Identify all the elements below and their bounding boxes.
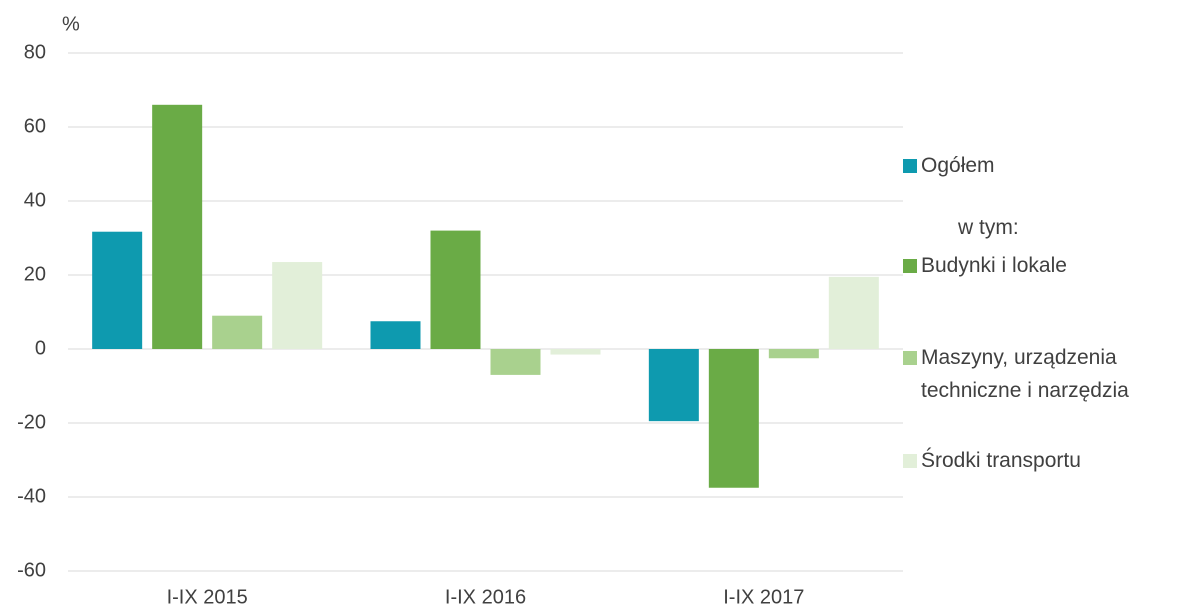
legend-item: Maszyny, urządzenia techniczne i narzędz… <box>903 341 1178 407</box>
y-tick-label: 80 <box>24 41 46 63</box>
legend-label: Budynki i lokale <box>921 254 1067 277</box>
legend-swatch <box>903 159 917 173</box>
bar <box>92 231 143 349</box>
legend-label: Maszyny, urządzenia techniczne i narzędz… <box>921 346 1129 402</box>
bar <box>828 276 879 349</box>
bar <box>648 349 699 422</box>
bar <box>768 349 819 359</box>
y-tick-label: -40 <box>17 485 46 507</box>
bar <box>272 262 323 349</box>
y-tick-label: -20 <box>17 411 46 433</box>
bar <box>370 321 421 349</box>
bar <box>212 315 263 349</box>
bar <box>490 349 541 375</box>
legend-swatch <box>903 259 917 273</box>
legend-label: Środki transportu <box>921 449 1081 472</box>
y-tick-label: 0 <box>35 337 46 359</box>
legend-item: Środki transportu <box>903 444 1178 477</box>
x-tick-label: I-IX 2016 <box>445 586 526 608</box>
y-tick-label: 40 <box>24 189 46 211</box>
y-tick-label: 20 <box>24 263 46 285</box>
x-tick-label: I-IX 2015 <box>167 586 248 608</box>
bar <box>708 349 759 488</box>
legend-swatch <box>903 454 917 468</box>
y-axis-label: % <box>62 13 80 35</box>
legend-item: Budynki i lokale <box>903 249 1178 282</box>
bar <box>550 349 601 355</box>
bar <box>152 104 203 349</box>
y-tick-label: -60 <box>17 559 46 581</box>
legend-swatch <box>903 351 917 365</box>
y-tick-label: 60 <box>24 115 46 137</box>
legend-item: Ogółem <box>903 149 1178 182</box>
legend-label: Ogółem <box>921 154 995 177</box>
legend-note: w tym: <box>958 216 1019 239</box>
bar <box>430 230 481 349</box>
x-tick-label: I-IX 2017 <box>723 586 804 608</box>
